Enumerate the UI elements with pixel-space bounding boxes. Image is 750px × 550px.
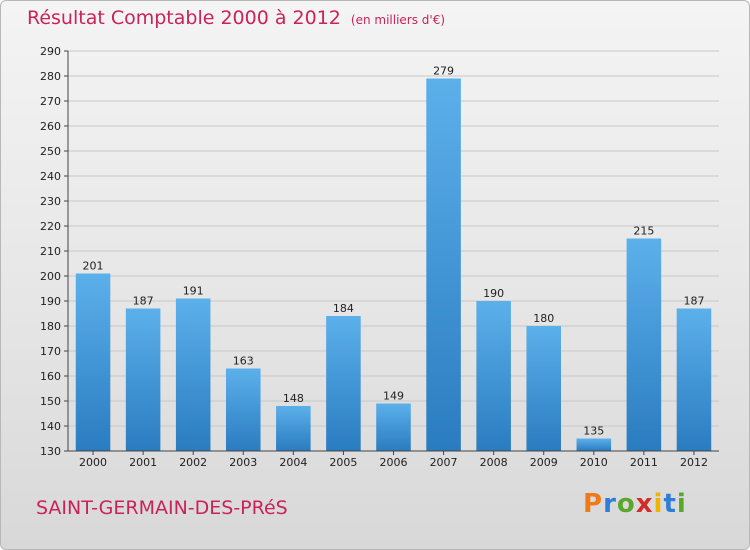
bar (75, 273, 111, 451)
logo-letter: t (663, 489, 677, 519)
x-tick-label: 2008 (480, 456, 508, 469)
x-tick-label: 2003 (229, 456, 257, 469)
y-tick-label: 290 (40, 45, 61, 58)
x-tick-label: 2007 (430, 456, 458, 469)
value-label: 184 (333, 302, 354, 315)
y-tick-label: 130 (40, 445, 61, 458)
y-tick-label: 240 (40, 170, 61, 183)
axes: 130 140 150 160 170 180 190 200 210 220 230 240 250 2… (40, 45, 719, 469)
value-label: 148 (283, 392, 304, 405)
bar (326, 316, 361, 451)
y-tick-label: 200 (40, 270, 61, 283)
bar (125, 308, 161, 451)
x-tick-label: 2004 (279, 456, 307, 469)
bars: 201 187 191 163 148 184 149 279 190 180 135 215 187 (75, 65, 712, 451)
y-tick-label: 160 (40, 370, 61, 383)
bar (476, 301, 511, 451)
y-tick-label: 270 (40, 95, 61, 108)
value-label: 163 (233, 355, 254, 368)
bar (526, 326, 562, 451)
logo-letter: P (583, 489, 604, 519)
title-text: Résultat Comptable 2000 à 2012 (27, 7, 341, 29)
y-tick-label: 170 (40, 345, 61, 358)
x-tick-label: 2001 (129, 456, 157, 469)
grid-lines (68, 50, 719, 452)
x-tick-label: 2002 (179, 456, 207, 469)
x-tick-label: 2012 (680, 456, 708, 469)
value-label: 135 (583, 425, 604, 438)
value-label: 187 (133, 295, 154, 308)
x-tick-label: 2011 (630, 456, 658, 469)
logo-letter: i (676, 489, 687, 519)
value-label: 187 (683, 295, 704, 308)
y-tick-label: 250 (40, 145, 61, 158)
y-tick-label: 220 (40, 220, 61, 233)
y-tick-label: 140 (40, 420, 61, 433)
commune-name: SAINT-GERMAIN-DES-PRéS (36, 497, 288, 519)
y-tick-label: 180 (40, 320, 61, 333)
bar (426, 78, 461, 451)
x-tick-label: 2010 (580, 456, 608, 469)
bar (676, 308, 712, 451)
bar (175, 298, 211, 451)
proxiti-logo[interactable]: Proxiti (583, 489, 687, 519)
y-tick-label: 210 (40, 245, 61, 258)
bar (626, 238, 662, 451)
value-label: 180 (533, 312, 554, 325)
unit-text: (en milliers d'€) (350, 13, 446, 27)
bar (576, 438, 612, 451)
value-label: 279 (433, 65, 454, 78)
y-tick-label: 280 (40, 70, 61, 83)
value-label: 190 (483, 287, 504, 300)
value-label: 191 (183, 285, 204, 298)
logo-letter: o (616, 489, 636, 519)
value-label: 149 (383, 390, 404, 403)
y-tick-label: 190 (40, 295, 61, 308)
x-tick-label: 2009 (530, 456, 558, 469)
chart-title: Résultat Comptable 2000 à 2012 (en millie… (27, 7, 445, 29)
y-tick-label: 230 (40, 195, 61, 208)
logo-letter: i (653, 489, 664, 519)
logo-letter: r (603, 489, 617, 519)
bar (376, 403, 411, 451)
value-label: 201 (83, 260, 104, 273)
x-tick-label: 2005 (329, 456, 357, 469)
bar (225, 368, 261, 451)
x-tick-label: 2000 (79, 456, 107, 469)
y-tick-label: 150 (40, 395, 61, 408)
y-tick-label: 260 (40, 120, 61, 133)
logo-letter: x (635, 489, 654, 519)
bar (276, 406, 311, 451)
x-tick-label: 2006 (380, 456, 408, 469)
value-label: 215 (633, 225, 654, 238)
